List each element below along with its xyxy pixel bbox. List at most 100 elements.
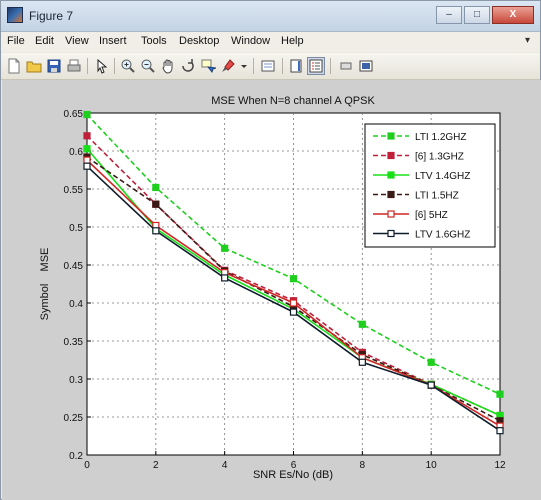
matlab-figure-icon [7,7,23,23]
chart-title: MSE When N=8 channel A QPSK [211,95,375,107]
maximize-button[interactable]: □ [464,6,490,24]
x-tick-label: 0 [84,460,90,471]
menu-edit[interactable]: Edit [35,35,54,47]
data-point [289,308,298,316]
toolbar-separator [87,58,88,74]
y-axis-label: Symbol MSE [39,248,51,321]
axis-ticks: 0 2 4 6 8 10 12 0.2 0.25 0.3 0.35 0.4 0.45 0.5 0.55 0.6… [64,109,506,471]
mse-line-chart: 0 2 4 6 8 10 12 0.2 0.25 0.3 0.35 0.4 0.45 0.5 0.55 0.6… [39,95,506,481]
pan-hand-icon[interactable] [159,57,177,75]
x-tick-label: 8 [360,460,366,471]
legend-entry: [6] 5HZ [373,210,448,221]
y-tick-label: 0.6 [69,147,83,158]
x-tick-label: 12 [494,460,506,471]
y-tick-label: 0.65 [64,109,84,120]
data-point [152,227,160,235]
print-icon[interactable] [65,57,83,75]
x-tick-label: 4 [222,460,228,471]
menu-tools[interactable]: Tools [141,35,167,47]
link-plot-icon[interactable] [259,57,277,75]
data-point [83,145,91,153]
zoom-out-icon[interactable] [139,57,157,75]
legend[interactable]: LTI 1.2GHZ [6] 1.3GHZ LTV 1.4GHZ LTI 1.5HZ [… [364,123,496,248]
insert-colorbar-icon[interactable] [287,57,305,75]
data-cursor-icon[interactable] [199,57,217,75]
data-point [152,183,160,192]
data-point [83,156,91,164]
figure-toolbar [1,53,540,80]
brush-icon[interactable] [219,57,237,75]
legend-entry: LTI 1.2GHZ [373,132,467,143]
x-tick-label: 2 [153,460,159,471]
brush-dropdown-icon[interactable] [239,57,249,75]
legend-entry: [6] 1.3GHZ [373,152,464,163]
window-title: Figure 7 [29,9,74,23]
rotate-3d-icon[interactable] [179,57,197,75]
data-point [427,358,435,366]
show-plot-tools-icon[interactable] [357,57,375,75]
legend-label: LTV 1.6GHZ [415,230,470,241]
data-point [358,320,366,328]
title-bar[interactable]: Figure 7 – □ X [1,1,540,32]
data-point [358,358,366,366]
y-tick-label: 0.35 [64,337,84,348]
legend-marker [387,151,395,160]
legend-entry: LTV 1.6GHZ [373,230,470,241]
menu-file[interactable]: File [7,35,25,47]
zoom-in-icon[interactable] [119,57,137,75]
toolbar-separator [282,58,283,74]
close-button[interactable]: X [492,6,534,24]
y-tick-label: 0.45 [64,261,84,272]
y-tick-label: 0.3 [69,375,83,386]
figure-canvas: 0 2 4 6 8 10 12 0.2 0.25 0.3 0.35 0.4 0.45 0.5 0.55 0.6… [2,80,541,500]
insert-legend-icon[interactable] [307,57,325,75]
window-controls: – □ X [436,6,534,24]
legend-marker [387,132,395,140]
minimize-button[interactable]: – [436,6,462,24]
legend-label: [6] 1.3GHZ [415,152,464,163]
data-point [496,427,504,435]
toolbar-separator [114,58,115,74]
data-point [83,110,91,119]
menu-help[interactable]: Help [281,35,304,47]
data-point [496,390,504,398]
save-icon[interactable] [45,57,63,75]
x-tick-label: 6 [291,460,297,471]
data-point [289,275,298,283]
legend-marker [387,229,395,238]
menu-desktop[interactable]: Desktop [179,35,220,47]
legend-marker [387,190,395,199]
y-tick-label: 0.2 [69,451,83,462]
data-point [221,244,229,252]
legend-entry: LTI 1.5HZ [373,191,459,202]
data-point [427,381,435,389]
toolbar-separator [253,58,254,74]
legend-marker [387,210,395,218]
data-series [83,110,504,435]
menu-overflow-arrow-icon[interactable]: ▾ [524,35,530,46]
y-tick-label: 0.5 [69,223,83,234]
grid-lines [87,113,500,455]
y-tick-label: 0.4 [69,299,83,310]
edit-plot-arrow-icon[interactable] [93,57,111,75]
menu-window[interactable]: Window [231,35,271,47]
series-5 [83,162,504,435]
data-point [83,132,91,140]
data-point [83,162,91,170]
x-axis-label: SNR Es/No (dB) [253,469,333,481]
y-tick-label: 0.25 [64,413,84,424]
menu-bar: File Edit View Insert Tools Desktop Wind… [1,32,540,52]
legend-box [364,123,496,248]
hide-plot-tools-icon[interactable] [337,57,355,75]
legend-label: [6] 5HZ [415,210,448,221]
menu-insert[interactable]: Insert [99,35,127,47]
legend-label: LTV 1.4GHZ [415,171,470,182]
new-figure-icon[interactable] [5,57,23,75]
data-point [289,299,298,307]
y-tick-label: 0.55 [64,185,84,196]
open-file-icon[interactable] [25,57,43,75]
menu-view[interactable]: View [65,35,89,47]
data-point [221,274,229,282]
toolbar-separator [330,58,331,74]
